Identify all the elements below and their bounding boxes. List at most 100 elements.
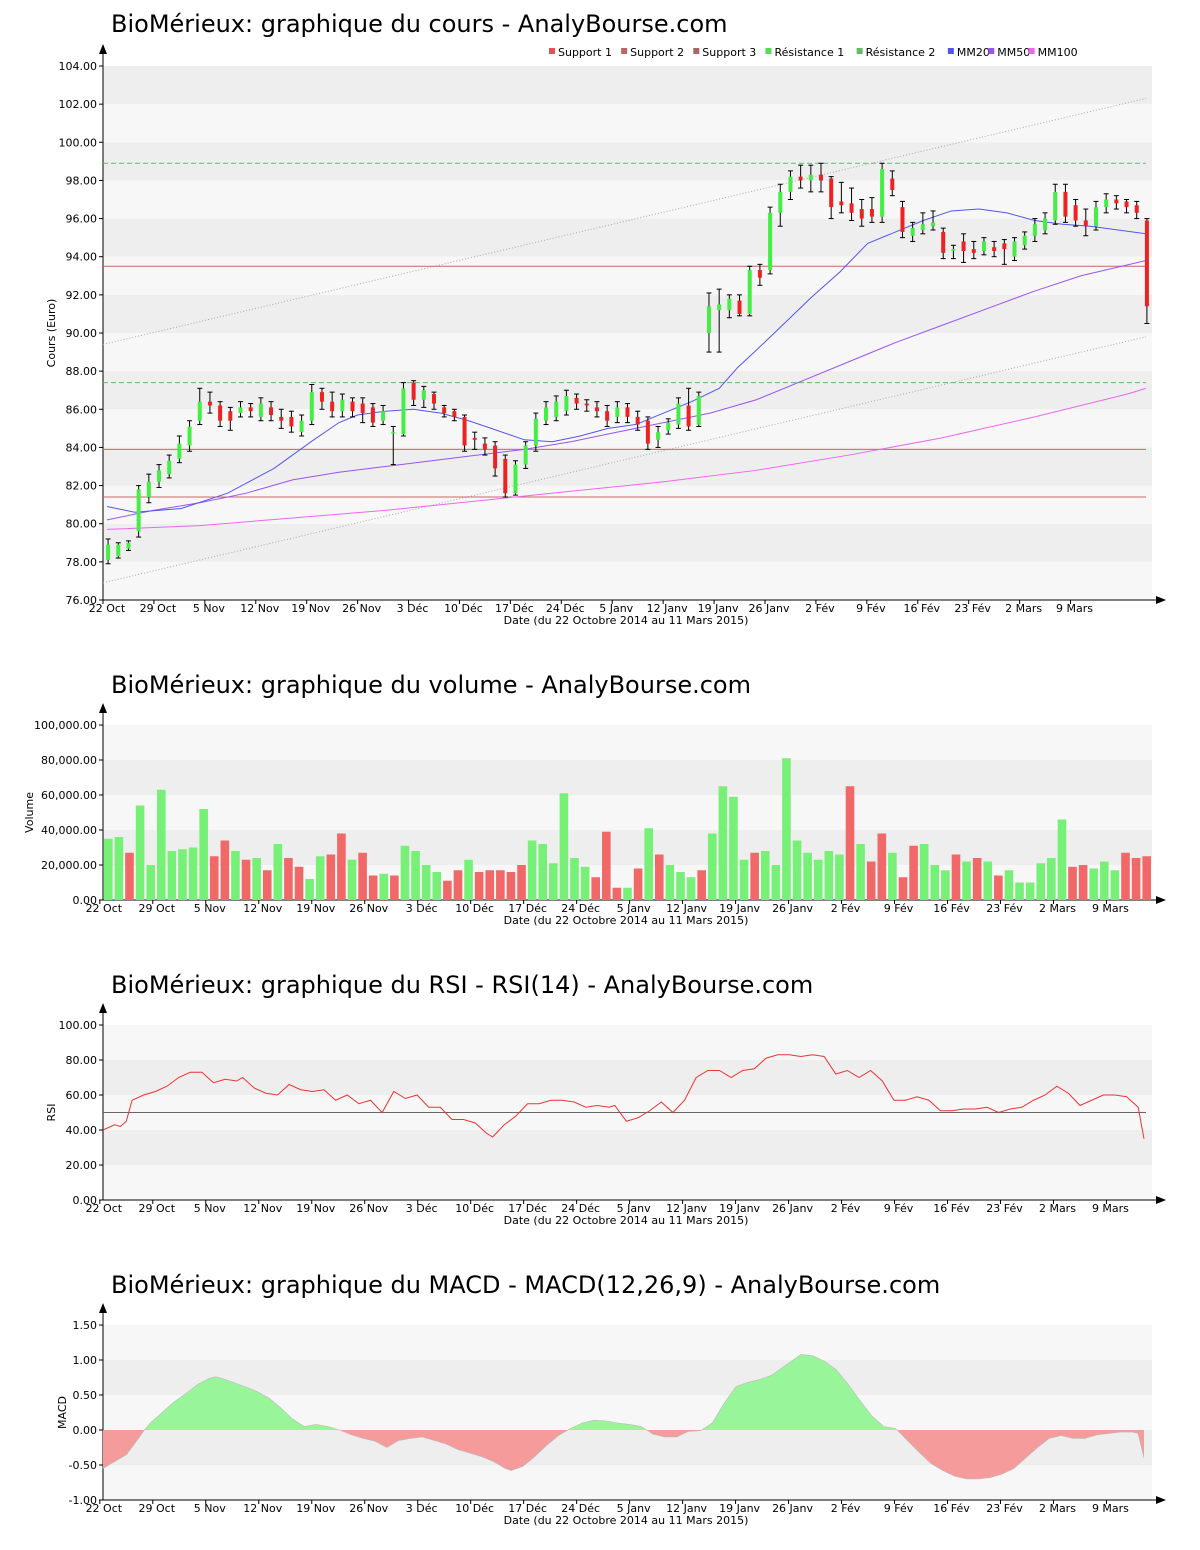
volume-bar (443, 880, 452, 900)
volume-bar (930, 865, 940, 900)
price-band (103, 523, 1152, 562)
volume-bar (994, 875, 1003, 900)
price-candle-body (819, 174, 824, 181)
macd-x-tick-label: 24 Déc (561, 1502, 600, 1515)
price-candle-body (1134, 205, 1139, 213)
price-candle-body (645, 420, 650, 444)
volume-bar (294, 866, 304, 900)
volume-x-tick-label: 9 Fév (884, 902, 914, 915)
price-band (103, 256, 1152, 295)
volume-x-tick-label: 24 Déc (561, 902, 600, 915)
volume-bar (337, 833, 346, 900)
price-candle-body (493, 445, 498, 469)
volume-bar (602, 831, 611, 900)
volume-band (103, 760, 1152, 795)
volume-x-tick-label: 2 Fév (831, 902, 861, 915)
volume-bar (496, 870, 505, 900)
price-mm20-line (106, 208, 1147, 513)
macd-y-tick-label: 1.50 (73, 1319, 98, 1332)
price-legend-swatch (549, 48, 555, 54)
price-legend-swatch (765, 48, 772, 54)
volume-bar (506, 872, 516, 900)
volume-bar (1078, 865, 1088, 900)
volume-bar (580, 866, 590, 900)
price-candle-body (116, 544, 121, 557)
price-y-tick-label: 100.00 (59, 136, 98, 149)
price-candle-body (340, 399, 345, 412)
volume-band (103, 795, 1152, 830)
volume-x-tick-label: 26 Janv (772, 902, 813, 915)
price-candle-body (1144, 220, 1149, 307)
volume-x-tick-label: 16 Fév (933, 902, 970, 915)
price-x-tick-label: 9 Fév (856, 602, 886, 615)
price-candle-body (523, 445, 528, 465)
price-legend-label: MM20 (957, 46, 990, 59)
price-candle-body (207, 401, 212, 406)
rsi-x-tick-label: 29 Oct (139, 1202, 176, 1215)
price-candle-body (981, 241, 986, 251)
price-legend-swatch (1028, 48, 1035, 54)
rsi-x-axis-arrow (1156, 1196, 1166, 1204)
price-candle-body (1032, 224, 1037, 236)
volume-bar (813, 859, 823, 900)
price-band (103, 294, 1152, 333)
macd-positive-area (144, 1376, 340, 1430)
rsi-x-tick-label: 19 Nov (296, 1202, 335, 1215)
rsi-y-axis-arrow (99, 1003, 107, 1013)
macd-x-tick-label: 2 Mars (1039, 1502, 1076, 1515)
macd-x-axis-arrow (1156, 1496, 1166, 1504)
volume-bar (1100, 861, 1109, 900)
price-candle-body (941, 231, 946, 253)
price-candle-body (513, 464, 518, 494)
volume-bar (760, 851, 770, 900)
macd-line (102, 1354, 1145, 1480)
macd-x-tick-label: 29 Oct (139, 1502, 176, 1515)
price-candle-body (910, 228, 915, 236)
macd-chart: -1.00 -0.50 0.00 0.50 1.00 1.50 MACD 22 Oct 29 O… (56, 1303, 1166, 1527)
rsi-x-tick-label: 24 Déc (561, 1202, 600, 1215)
price-x-tick-label: 26 Janv (749, 602, 790, 615)
macd-x-tick-label: 26 Nov (349, 1502, 388, 1515)
volume-bar (877, 833, 887, 900)
price-candle-body (370, 407, 375, 423)
macd-chart-title: BioMérieux: graphique du MACD - MACD(12,… (111, 1271, 941, 1299)
price-candle-body (401, 388, 406, 435)
volume-bar (368, 875, 378, 900)
macd-y-tick-label: -0.50 (69, 1459, 97, 1472)
volume-chart-title: BioMérieux: graphique du volume - AnalyB… (111, 671, 751, 699)
price-candle-body (768, 212, 773, 271)
price-band (103, 485, 1152, 524)
price-candle-body (737, 300, 742, 314)
volume-x-axis-arrow (1156, 896, 1166, 904)
volume-bar (686, 877, 696, 900)
price-x-tick-label: 23 Fév (954, 602, 991, 615)
macd-x-tick-label: 19 Janv (719, 1502, 760, 1515)
macd-negative-area (103, 1430, 145, 1469)
volume-y-axis-arrow (99, 703, 107, 713)
rsi-band (103, 1025, 1152, 1060)
volume-x-tick-label: 26 Nov (349, 902, 388, 915)
volume-y-axis-label: Volume (23, 792, 36, 833)
rsi-x-tick-label: 9 Fév (884, 1202, 914, 1215)
volume-bar (453, 870, 463, 900)
volume-bar (644, 828, 653, 900)
volume-y-tick-label: 40,000.00 (41, 824, 97, 837)
price-candle-body (146, 481, 151, 498)
price-y-tick-label: 98.00 (66, 174, 98, 187)
volume-bar (898, 877, 908, 900)
price-band (103, 218, 1152, 257)
price-y-tick-label: 102.00 (59, 98, 98, 111)
price-x-tick-label: 16 Fév (904, 602, 941, 615)
macd-x-tick-label: 17 Déc (508, 1502, 547, 1515)
macd-positive-area (701, 1354, 897, 1430)
price-candle-body (890, 178, 895, 190)
price-mm100-line (106, 387, 1147, 530)
rsi-y-tick-label: 0.00 (73, 1194, 98, 1207)
price-legend-swatch (947, 48, 954, 54)
volume-y-tick-label: 80,000.00 (41, 754, 97, 767)
price-candle-body (197, 401, 202, 421)
macd-x-tick-label: 9 Fév (884, 1502, 914, 1515)
price-y-tick-label: 76.00 (66, 594, 98, 607)
macd-x-tick-label: 3 Déc (406, 1502, 438, 1515)
price-legend-label: MM100 (1038, 46, 1078, 59)
